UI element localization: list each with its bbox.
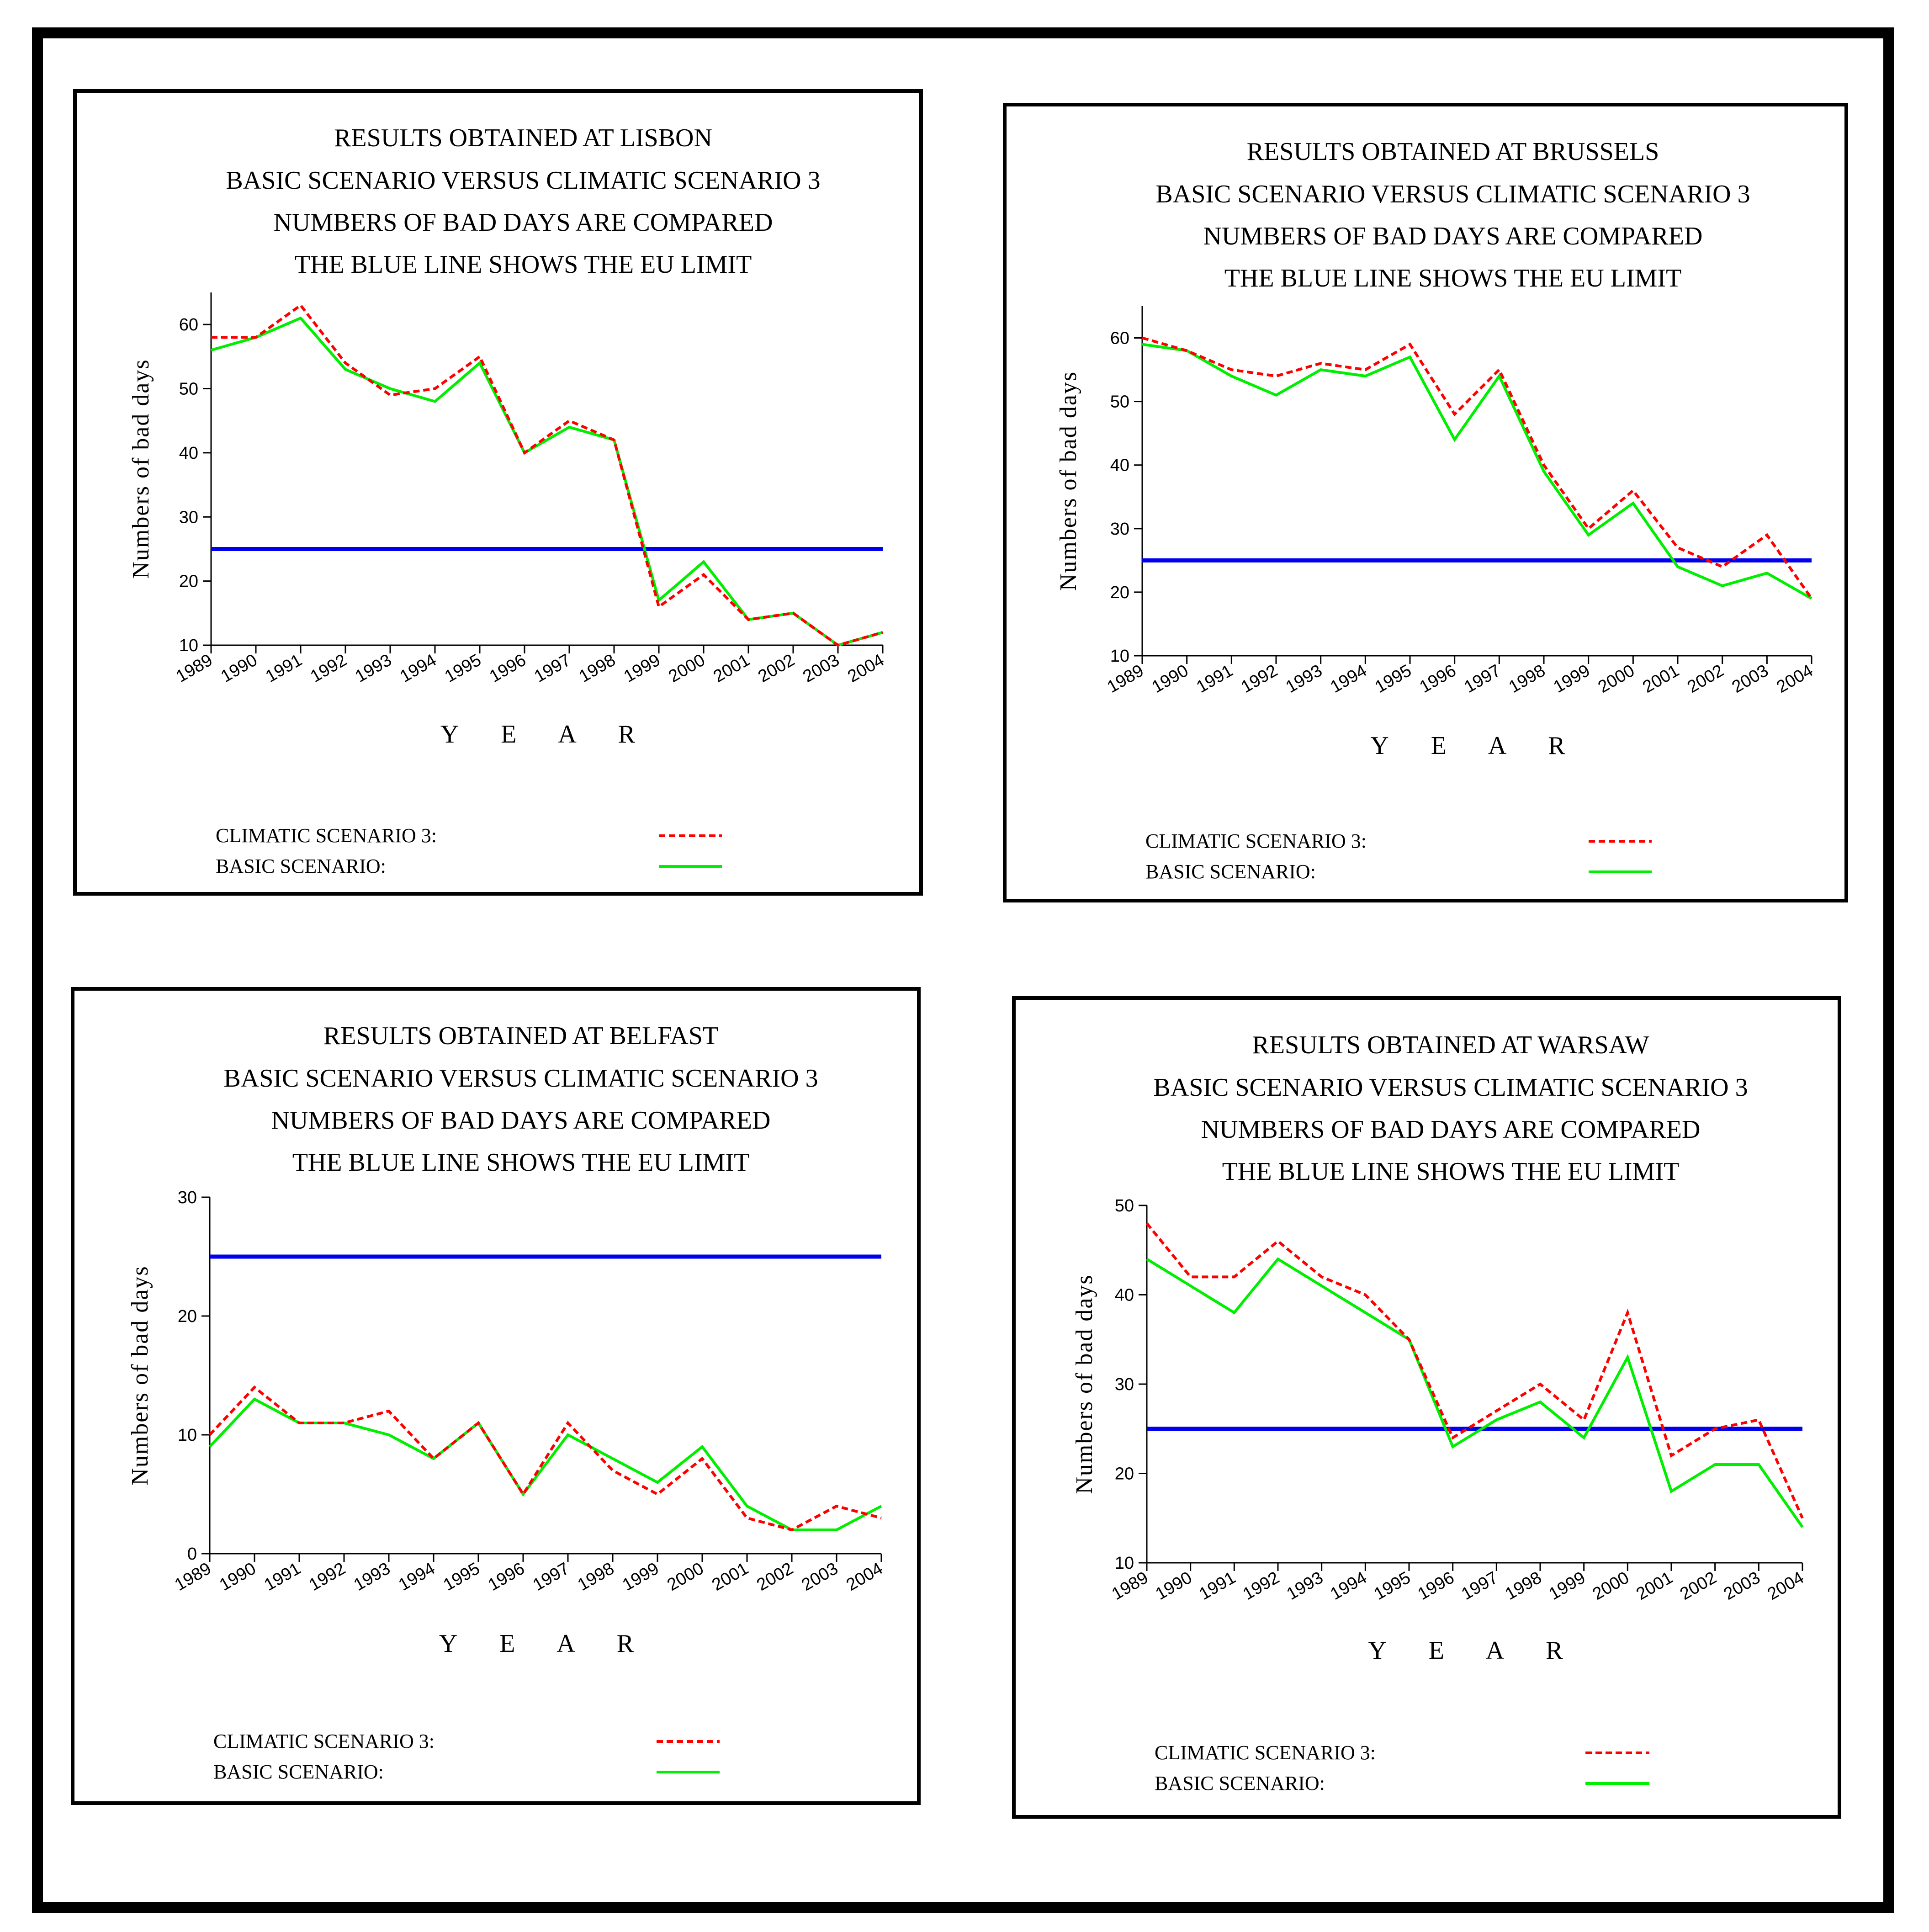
legend-label: CLIMATIC SCENARIO 3: [1155,1741,1376,1764]
chart-title-line: THE BLUE LINE SHOWS THE EU LIMIT [295,250,752,279]
y-tick-label: 40 [179,444,198,463]
y-tick-label: 20 [1115,1465,1134,1484]
y-axis-label: Numbers of bad days [1055,371,1081,591]
chart-title-line: BASIC SCENARIO VERSUS CLIMATIC SCENARIO … [1155,180,1750,208]
chart-panel-belfast: RESULTS OBTAINED AT BELFAST BASIC SCENARI… [71,987,921,1805]
panel-frame [71,987,921,1805]
panel-frame [1003,103,1848,902]
chart-title-line: THE BLUE LINE SHOWS THE EU LIMIT [1224,264,1682,292]
y-tick-label: 20 [179,572,198,591]
chart-title-line: NUMBERS OF BAD DAYS ARE COMPARED [274,208,773,237]
chart-title-line: RESULTS OBTAINED AT BELFAST [323,1022,718,1050]
y-tick-label: 20 [178,1307,197,1326]
legend-label: CLIMATIC SCENARIO 3: [216,824,437,847]
legend-label: CLIMATIC SCENARIO 3: [1145,830,1367,852]
chart-title-line: NUMBERS OF BAD DAYS ARE COMPARED [271,1106,771,1135]
x-axis-label: Y E A R [440,720,653,748]
y-tick-label: 50 [179,380,198,399]
x-axis-label: Y E A R [439,1629,652,1658]
y-tick-label: 40 [1110,456,1129,475]
y-tick-label: 30 [179,508,198,527]
y-axis-label: Numbers of bad days [127,1265,153,1485]
legend-label: BASIC SCENARIO: [213,1761,384,1783]
x-axis-label: Y E A R [1368,1636,1581,1665]
y-tick-label: 10 [1115,1554,1134,1573]
y-tick-label: 0 [187,1545,197,1564]
chart-title-line: THE BLUE LINE SHOWS THE EU LIMIT [292,1148,750,1177]
chart-panel-lisbon: RESULTS OBTAINED AT LISBON BASIC SCENARIO… [73,89,923,896]
chart-title-line: NUMBERS OF BAD DAYS ARE COMPARED [1203,222,1703,250]
chart-title-line: RESULTS OBTAINED AT WARSAW [1252,1031,1649,1059]
y-tick-label: 30 [1115,1375,1134,1394]
legend-label: BASIC SCENARIO: [1145,860,1316,883]
chart-panel-warsaw: RESULTS OBTAINED AT WARSAW BASIC SCENARIO… [1012,996,1841,1819]
series-line-climatic-scenario-3 [1142,336,1813,600]
series-line-basic-scenario [1146,1257,1804,1528]
chart-title-line: THE BLUE LINE SHOWS THE EU LIMIT [1222,1157,1680,1186]
y-tick-label: 40 [1115,1286,1134,1305]
series-line-climatic-scenario-3 [208,1385,882,1532]
y-axis-label: Numbers of bad days [128,359,154,579]
y-tick-label: 60 [179,315,198,334]
legend-label: BASIC SCENARIO: [1155,1772,1325,1794]
y-tick-label: 50 [1110,393,1129,412]
y-tick-label: 10 [1110,647,1129,666]
y-tick-label: 50 [1115,1196,1134,1215]
y-tick-label: 10 [178,1426,197,1445]
chart-title-line: BASIC SCENARIO VERSUS CLIMATIC SCENARIO … [223,1064,818,1093]
series-line-basic-scenario [1142,343,1812,600]
chart-title-line: RESULTS OBTAINED AT BRUSSELS [1247,138,1659,166]
panel-frame [73,89,923,896]
chart-title-line: RESULTS OBTAINED AT LISBON [334,124,712,152]
chart-panel-brussels: RESULTS OBTAINED AT BRUSSELS BASIC SCENAR… [1003,103,1848,902]
legend-label: CLIMATIC SCENARIO 3: [213,1730,435,1752]
series-line-climatic-scenario-3 [1145,1222,1804,1519]
chart-title-line: BASIC SCENARIO VERSUS CLIMATIC SCENARIO … [226,166,820,195]
y-tick-label: 10 [179,636,198,655]
y-tick-label: 60 [1110,329,1129,348]
legend-label: BASIC SCENARIO: [216,855,386,877]
series-line-basic-scenario [211,316,883,647]
chart-title-line: NUMBERS OF BAD DAYS ARE COMPARED [1201,1115,1701,1144]
chart-title-line: BASIC SCENARIO VERSUS CLIMATIC SCENARIO … [1153,1073,1748,1102]
y-tick-label: 30 [1110,520,1129,539]
y-tick-label: 20 [1110,583,1129,602]
x-axis-label: Y E A R [1370,732,1583,760]
series-line-climatic-scenario-3 [211,303,883,647]
panel-frame [1012,996,1841,1819]
y-axis-label: Numbers of bad days [1071,1274,1097,1494]
y-tick-label: 30 [178,1188,197,1207]
